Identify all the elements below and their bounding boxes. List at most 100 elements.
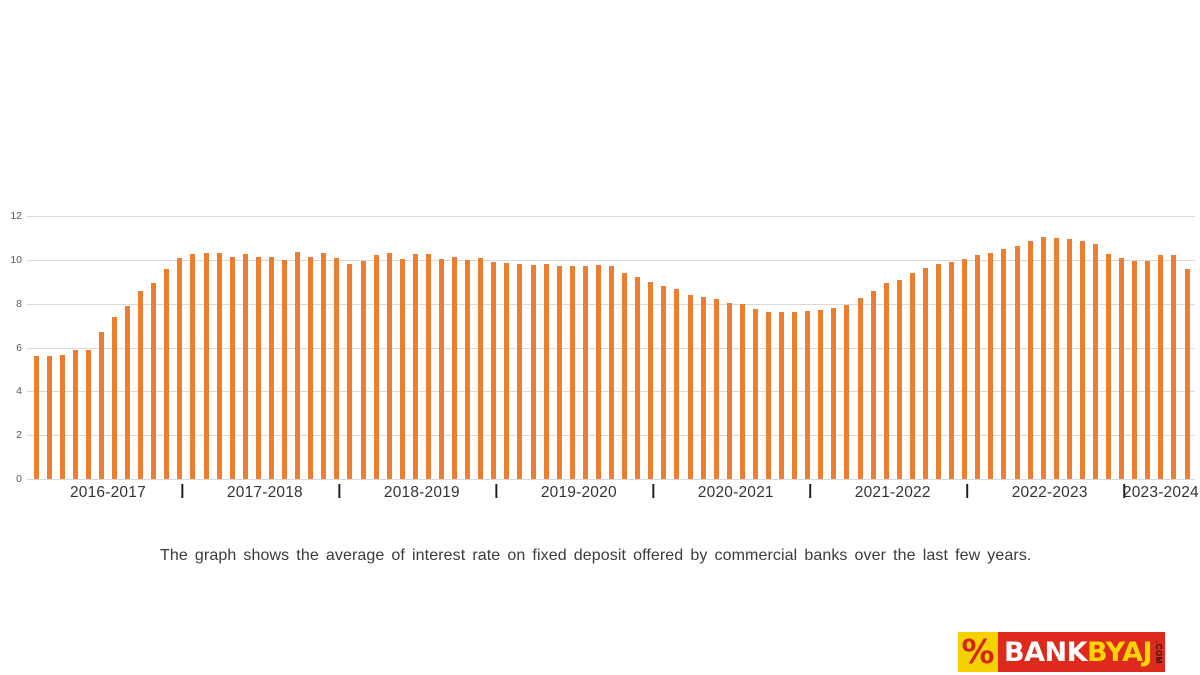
bar — [622, 272, 628, 479]
bar — [465, 259, 471, 479]
bar — [674, 289, 680, 479]
bar — [308, 256, 314, 479]
bar — [98, 332, 104, 479]
bar — [59, 355, 65, 479]
year-separator: | — [651, 482, 656, 499]
bar — [818, 310, 824, 479]
y-tick-label: 12 — [10, 209, 22, 222]
year-separator: | — [808, 482, 813, 499]
bar — [334, 257, 340, 479]
bar — [1001, 248, 1007, 479]
chart-caption: The graph shows the average of interest … — [160, 547, 1032, 564]
bar — [1158, 255, 1164, 479]
bar — [517, 264, 523, 479]
bankbyaj-logo: % BANK BYAJ .COM — [958, 632, 1166, 672]
bar — [609, 266, 615, 479]
bar — [1145, 260, 1151, 479]
gridline — [27, 259, 1195, 261]
bar — [72, 349, 78, 479]
bar — [909, 272, 915, 479]
bar — [648, 281, 654, 479]
bar — [635, 277, 641, 479]
bar — [556, 266, 562, 479]
bar — [425, 254, 431, 479]
y-tick-label: 4 — [16, 385, 22, 398]
bar — [1092, 244, 1098, 479]
bar — [164, 268, 170, 479]
bar — [713, 299, 719, 479]
logo-brand-com-suffix: .COM — [1154, 640, 1164, 664]
bar — [491, 262, 497, 479]
gridline — [27, 479, 1195, 480]
bar — [412, 254, 418, 479]
y-tick-label: 0 — [16, 472, 22, 485]
bar — [765, 312, 771, 479]
bar — [1171, 255, 1177, 479]
year-separator: | — [337, 482, 342, 499]
bar — [151, 282, 157, 479]
bar — [33, 356, 39, 479]
bar — [203, 253, 209, 479]
bar — [530, 265, 536, 479]
bar — [831, 308, 837, 479]
bar — [478, 257, 484, 479]
y-tick-label: 8 — [16, 297, 22, 310]
bar — [936, 264, 942, 479]
bar — [268, 256, 274, 479]
x-axis-year-label: 2021-2022 — [854, 484, 931, 501]
logo-icon-box: % — [958, 632, 998, 672]
bar — [844, 304, 850, 479]
bar — [975, 255, 981, 479]
gridline — [27, 216, 1195, 217]
bar — [1014, 245, 1020, 479]
bar — [190, 254, 196, 479]
bar — [1040, 236, 1046, 479]
bar — [1053, 237, 1059, 479]
bar — [582, 266, 588, 479]
bar — [438, 258, 444, 479]
bar — [360, 260, 366, 479]
bar — [347, 264, 353, 479]
logo-brand-bank: BANK — [1004, 636, 1088, 668]
bar — [1184, 268, 1190, 479]
bar — [792, 312, 798, 479]
bar — [111, 316, 117, 479]
bar — [216, 253, 222, 479]
bar — [739, 303, 745, 479]
bar — [255, 256, 261, 479]
year-separator: | — [494, 482, 499, 499]
y-tick-label: 2 — [16, 428, 22, 441]
bar — [922, 267, 928, 479]
y-tick-label: 10 — [10, 253, 22, 266]
bar — [177, 257, 183, 479]
bar — [373, 255, 379, 479]
bar — [295, 252, 301, 479]
bar — [138, 290, 144, 479]
year-separator: | — [1122, 482, 1127, 499]
bar — [949, 262, 955, 479]
x-axis-year-label: 2023-2024 — [1122, 484, 1199, 501]
bar — [1132, 260, 1138, 479]
logo-text-box: BANK BYAJ .COM — [998, 632, 1166, 672]
bar — [125, 305, 131, 479]
bar — [857, 298, 863, 479]
bar — [896, 279, 902, 479]
x-axis-year-label: 2016-2017 — [69, 484, 146, 501]
x-axis-year-label: 2017-2018 — [226, 484, 303, 501]
bar — [661, 286, 667, 479]
bar — [1079, 241, 1085, 479]
bar — [1119, 257, 1125, 479]
bar — [1066, 239, 1072, 479]
bar — [1106, 254, 1112, 479]
bar — [805, 311, 811, 479]
bar — [726, 302, 732, 479]
bar — [452, 256, 458, 479]
bar — [752, 309, 758, 479]
percent-icon: % — [961, 631, 995, 671]
bar — [569, 266, 575, 479]
x-axis-year-label: 2022-2023 — [1011, 484, 1088, 501]
year-separator: | — [180, 482, 185, 499]
bar — [386, 253, 392, 479]
year-separator: | — [965, 482, 970, 499]
